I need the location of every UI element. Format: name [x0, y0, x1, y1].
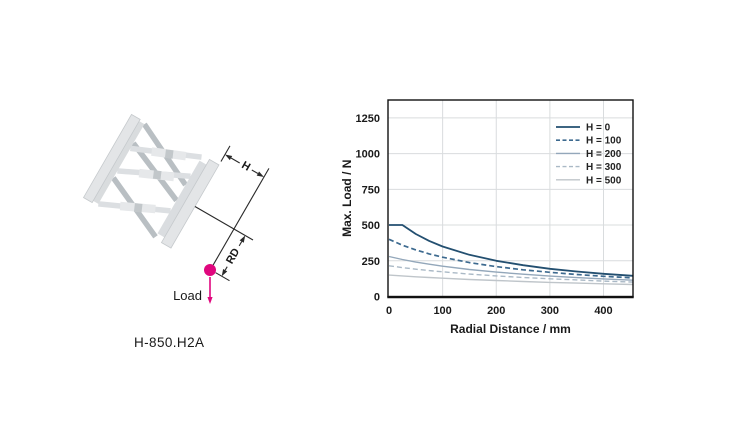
x-tick-label: 200: [487, 305, 505, 317]
legend-label: H = 300: [586, 162, 622, 173]
y-axis-title: Max. Load / N: [340, 160, 354, 237]
load-label: Load: [173, 288, 202, 303]
hexapod-base-plate: [82, 113, 145, 204]
x-tick-label: 100: [433, 305, 451, 317]
load-chart: 0 100 200 300 400 0 250 500 750 1000 1250 Radial Di…: [340, 99, 634, 336]
series-line-300: [388, 265, 633, 283]
legend: H = 0 H = 100 H = 200 H = 300 H = 500: [556, 123, 622, 186]
x-tick-label: 300: [541, 305, 559, 317]
load-plane-line: [209, 168, 270, 270]
legend-item: H = 300: [556, 162, 622, 173]
series-line-0: [389, 224, 633, 277]
series-line-500: [388, 274, 633, 286]
h-dim-label: H: [239, 159, 252, 173]
y-tick-label: 250: [362, 256, 380, 268]
x-tick-label: 400: [594, 305, 612, 317]
x-tick-label: 0: [386, 305, 392, 317]
y-tick-label: 750: [362, 184, 380, 196]
legend-item: H = 200: [556, 149, 622, 160]
x-axis-title: Radial Distance / mm: [450, 322, 571, 336]
load-point-group: Load: [173, 264, 216, 304]
legend-item: H = 500: [556, 175, 622, 186]
hexapod-platform-plate: [157, 158, 220, 249]
grid-lines: [388, 100, 633, 297]
h-dimension: H: [224, 154, 264, 178]
model-caption: H-850.H2A: [134, 335, 204, 350]
legend-item: H = 0: [556, 123, 611, 134]
rd-arrow-left: [221, 268, 228, 277]
series-line-200: [388, 255, 633, 281]
y-tick-label: 0: [374, 292, 380, 304]
load-point-dot: [204, 264, 216, 276]
series-lines: [388, 224, 633, 286]
rd-dim-label: RD: [224, 246, 242, 266]
rd-arrow-right: [239, 235, 246, 243]
legend-label: H = 0: [586, 123, 611, 134]
h-arrow-up: [224, 154, 233, 161]
series-line-100: [388, 238, 633, 279]
hexapod-actuator-sleeves: [133, 149, 174, 213]
y-tick-label: 1250: [356, 113, 380, 125]
legend-label: H = 500: [586, 175, 622, 186]
axis-line: [194, 206, 254, 241]
y-tick-label: 1000: [356, 149, 380, 161]
legend-label: H = 100: [586, 136, 622, 147]
hexapod-diagram: H RD: [82, 113, 270, 350]
h-arrow-down: [256, 171, 264, 178]
legend-label: H = 200: [586, 149, 622, 160]
h-dim-extension-tick: [220, 145, 231, 162]
legend-item: H = 100: [556, 136, 622, 147]
rd-extension-tick: [215, 272, 230, 282]
rd-dimension: RD: [221, 235, 246, 277]
y-tick-label: 500: [362, 220, 380, 232]
load-arrow-head: [207, 297, 213, 304]
